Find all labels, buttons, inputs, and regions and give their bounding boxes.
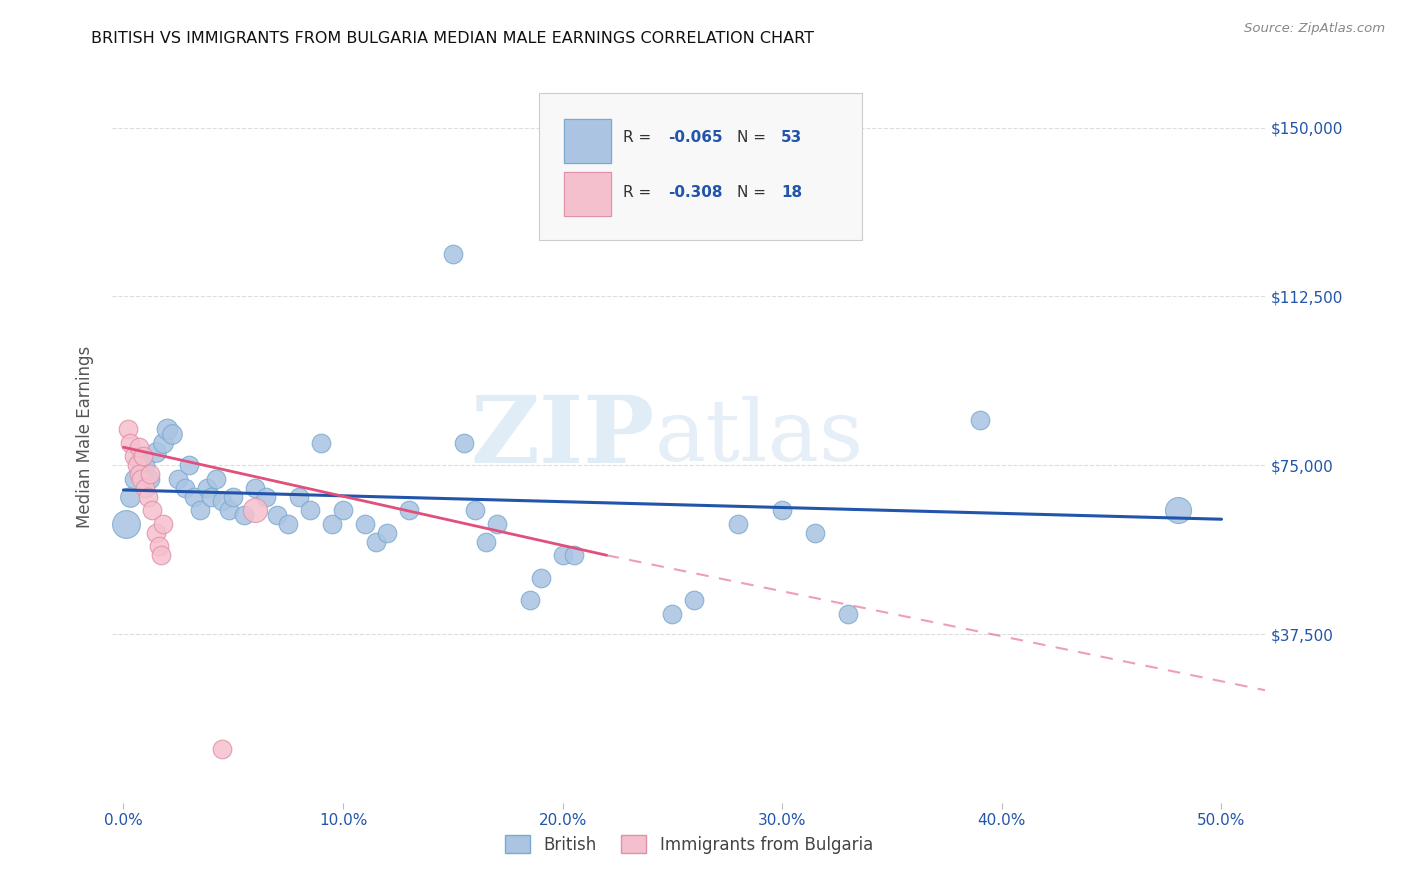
Point xyxy=(183,490,205,504)
Point xyxy=(398,503,420,517)
Point xyxy=(661,607,683,621)
Point xyxy=(118,490,141,504)
Point xyxy=(114,516,136,531)
Point xyxy=(727,516,749,531)
Point xyxy=(139,472,162,486)
Point xyxy=(128,453,150,467)
Point xyxy=(475,534,498,549)
Y-axis label: Median Male Earnings: Median Male Earnings xyxy=(76,346,94,528)
Point xyxy=(148,539,170,553)
Point xyxy=(1167,503,1189,517)
Text: 18: 18 xyxy=(782,185,803,200)
Point xyxy=(156,422,179,436)
Point xyxy=(211,494,233,508)
Point xyxy=(129,467,152,482)
Point xyxy=(464,503,486,517)
FancyBboxPatch shape xyxy=(538,94,862,240)
Point xyxy=(364,534,387,549)
Point xyxy=(136,490,159,504)
Text: N =: N = xyxy=(737,185,772,200)
Point xyxy=(141,503,163,517)
Point xyxy=(129,472,152,486)
Point xyxy=(299,503,322,517)
Point xyxy=(160,426,183,441)
Point xyxy=(288,490,311,504)
Point xyxy=(837,607,859,621)
Point xyxy=(139,467,162,482)
Point xyxy=(132,449,155,463)
Point xyxy=(562,548,585,562)
Point xyxy=(145,444,167,458)
Point xyxy=(332,503,354,517)
Point xyxy=(195,481,218,495)
Point xyxy=(233,508,256,522)
Point xyxy=(683,593,706,607)
Point xyxy=(152,516,174,531)
Point xyxy=(211,741,233,756)
Point xyxy=(134,458,156,473)
Point xyxy=(519,593,541,607)
Point xyxy=(167,472,190,486)
Point xyxy=(149,548,172,562)
Point xyxy=(266,508,288,522)
Text: N =: N = xyxy=(737,129,772,145)
Text: 53: 53 xyxy=(782,129,803,145)
Point xyxy=(485,516,508,531)
Point xyxy=(309,435,332,450)
Point xyxy=(277,516,299,531)
Point xyxy=(117,422,139,436)
Text: Source: ZipAtlas.com: Source: ZipAtlas.com xyxy=(1244,22,1385,36)
Point xyxy=(530,571,553,585)
Text: atlas: atlas xyxy=(654,395,863,479)
Point xyxy=(969,413,991,427)
Text: R =: R = xyxy=(623,129,657,145)
Point xyxy=(551,548,574,562)
Point xyxy=(804,525,827,540)
Point xyxy=(441,246,464,260)
Bar xyxy=(564,172,610,216)
Point xyxy=(118,435,141,450)
Point xyxy=(218,503,240,517)
Point xyxy=(204,472,226,486)
Point xyxy=(124,472,146,486)
Point xyxy=(453,435,475,450)
Point xyxy=(128,440,150,454)
Point xyxy=(124,449,146,463)
Point xyxy=(245,481,267,495)
Point xyxy=(375,525,398,540)
Point xyxy=(200,490,222,504)
Point xyxy=(770,503,793,517)
Bar xyxy=(564,119,610,163)
Point xyxy=(179,458,201,473)
Point xyxy=(222,490,245,504)
Point xyxy=(354,516,377,531)
Point xyxy=(125,458,148,473)
Point xyxy=(128,467,150,482)
Point xyxy=(152,435,174,450)
Text: -0.065: -0.065 xyxy=(668,129,723,145)
Text: -0.308: -0.308 xyxy=(668,185,723,200)
Point xyxy=(321,516,343,531)
Point xyxy=(245,503,267,517)
Bar xyxy=(564,172,610,216)
Text: ZIP: ZIP xyxy=(470,392,654,482)
Point xyxy=(145,525,167,540)
Point xyxy=(188,503,211,517)
Point xyxy=(134,481,156,495)
Point xyxy=(174,481,197,495)
Bar xyxy=(564,119,610,163)
Text: BRITISH VS IMMIGRANTS FROM BULGARIA MEDIAN MALE EARNINGS CORRELATION CHART: BRITISH VS IMMIGRANTS FROM BULGARIA MEDI… xyxy=(91,31,814,46)
Point xyxy=(254,490,277,504)
Legend: British, Immigrants from Bulgaria: British, Immigrants from Bulgaria xyxy=(498,829,880,860)
Text: R =: R = xyxy=(623,185,657,200)
